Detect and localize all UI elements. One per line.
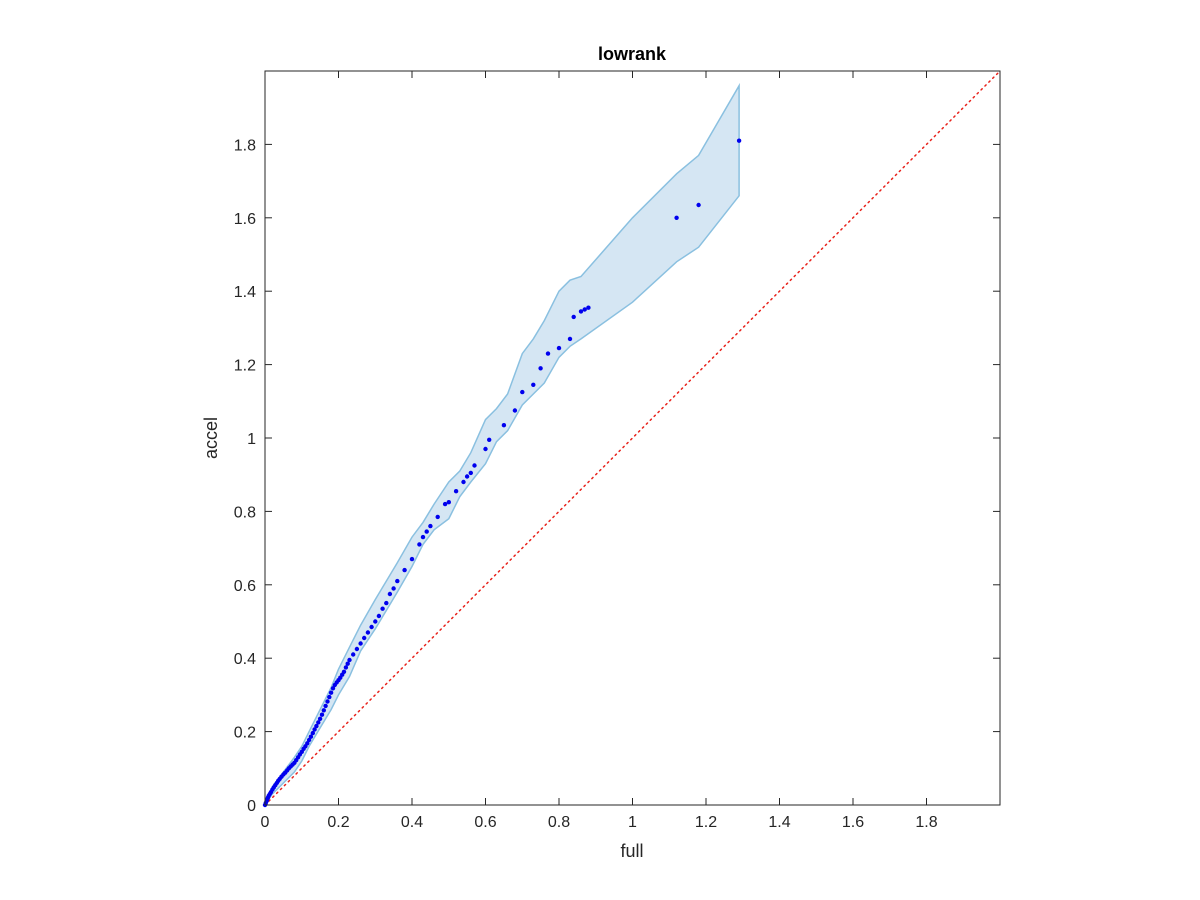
x-tick-label: 1.4 bbox=[768, 814, 790, 831]
x-tick-label: 0.2 bbox=[327, 814, 349, 831]
y-tick-label: 1 bbox=[247, 431, 256, 448]
x-axis-ticks: 0 0.2 0.4 0.6 0.8 1 1.2 1.4 1.6 1.8 bbox=[261, 71, 938, 831]
data-point bbox=[362, 635, 367, 641]
data-point bbox=[538, 366, 543, 371]
x-tick-label: 1.2 bbox=[695, 814, 717, 831]
data-point bbox=[316, 720, 321, 725]
chart-title: lowrank bbox=[598, 44, 667, 64]
data-point bbox=[446, 500, 451, 505]
data-point bbox=[420, 534, 426, 540]
data-point bbox=[428, 523, 433, 529]
data-point bbox=[391, 586, 396, 591]
data-point bbox=[409, 556, 415, 562]
data-point bbox=[306, 737, 312, 743]
reference-line-layer bbox=[264, 70, 1001, 806]
data-point bbox=[736, 138, 742, 143]
data-point bbox=[472, 463, 477, 468]
data-point bbox=[696, 202, 701, 208]
data-point bbox=[520, 389, 525, 395]
data-point bbox=[387, 591, 393, 597]
data-point bbox=[347, 657, 352, 663]
data-point bbox=[327, 694, 332, 700]
data-point bbox=[453, 489, 459, 494]
data-point bbox=[325, 699, 330, 704]
data-point bbox=[373, 619, 378, 624]
data-point bbox=[319, 712, 325, 717]
y-tick-label: 0.2 bbox=[234, 725, 256, 742]
y-tick-label: 1.6 bbox=[234, 211, 256, 228]
data-point bbox=[567, 336, 573, 342]
y-tick-label: 1.2 bbox=[234, 358, 256, 375]
data-point bbox=[365, 630, 371, 635]
y-tick-label: 0 bbox=[247, 798, 256, 815]
data-point bbox=[384, 600, 389, 606]
data-points bbox=[262, 138, 742, 808]
confidence-band bbox=[264, 82, 740, 806]
y-axis-title: accel bbox=[201, 417, 221, 459]
data-point bbox=[578, 309, 584, 314]
y-tick-label: 0.6 bbox=[234, 578, 256, 595]
data-point bbox=[376, 613, 382, 619]
data-point bbox=[351, 652, 356, 657]
data-point bbox=[582, 307, 587, 312]
data-point bbox=[468, 470, 473, 476]
x-tick-label: 0.4 bbox=[401, 814, 423, 831]
data-point bbox=[345, 661, 350, 666]
y-tick-label: 0.8 bbox=[234, 504, 256, 521]
data-point bbox=[341, 669, 347, 674]
data-point bbox=[501, 423, 507, 428]
data-point bbox=[531, 382, 536, 387]
data-point bbox=[435, 514, 440, 520]
data-point bbox=[586, 305, 591, 310]
data-point bbox=[461, 479, 466, 485]
data-point bbox=[424, 529, 429, 534]
x-tick-label: 0 bbox=[261, 814, 270, 831]
data-point bbox=[314, 723, 319, 729]
data-point bbox=[328, 690, 334, 695]
x-tick-label: 1.8 bbox=[915, 814, 937, 831]
data-point bbox=[545, 351, 551, 356]
data-point bbox=[395, 578, 400, 584]
data-point bbox=[556, 345, 562, 351]
data-point bbox=[571, 314, 576, 320]
data-point bbox=[674, 215, 679, 220]
y-tick-label: 1.8 bbox=[234, 137, 256, 154]
x-tick-label: 0.8 bbox=[548, 814, 570, 831]
y-tick-label: 0.4 bbox=[234, 651, 256, 668]
data-point bbox=[308, 734, 314, 739]
x-axis-title: full bbox=[620, 841, 643, 861]
x-tick-label: 1 bbox=[628, 814, 637, 831]
data-point bbox=[442, 501, 448, 507]
data-point bbox=[358, 641, 363, 646]
data-point bbox=[512, 408, 518, 413]
data-point bbox=[317, 716, 323, 721]
data-point bbox=[305, 741, 310, 746]
data-point bbox=[312, 727, 317, 732]
reference-line bbox=[264, 70, 1001, 806]
y-axis-ticks: 0 0.2 0.4 0.6 0.8 1 1.2 1.4 1.6 1.8 bbox=[234, 137, 1000, 815]
y-tick-label: 1.4 bbox=[234, 284, 256, 301]
band-area bbox=[264, 82, 740, 806]
data-point bbox=[330, 686, 336, 691]
data-point bbox=[487, 437, 492, 442]
data-point bbox=[417, 542, 422, 547]
data-point bbox=[354, 646, 360, 652]
data-point bbox=[323, 703, 328, 709]
data-point bbox=[343, 665, 349, 670]
data-point bbox=[402, 567, 407, 573]
data-point bbox=[464, 474, 470, 479]
x-tick-label: 0.6 bbox=[474, 814, 496, 831]
data-point bbox=[321, 708, 326, 713]
data-point bbox=[310, 730, 315, 736]
x-tick-label: 1.6 bbox=[842, 814, 864, 831]
data-point bbox=[369, 624, 374, 630]
data-point bbox=[483, 446, 488, 452]
data-point bbox=[380, 606, 385, 611]
